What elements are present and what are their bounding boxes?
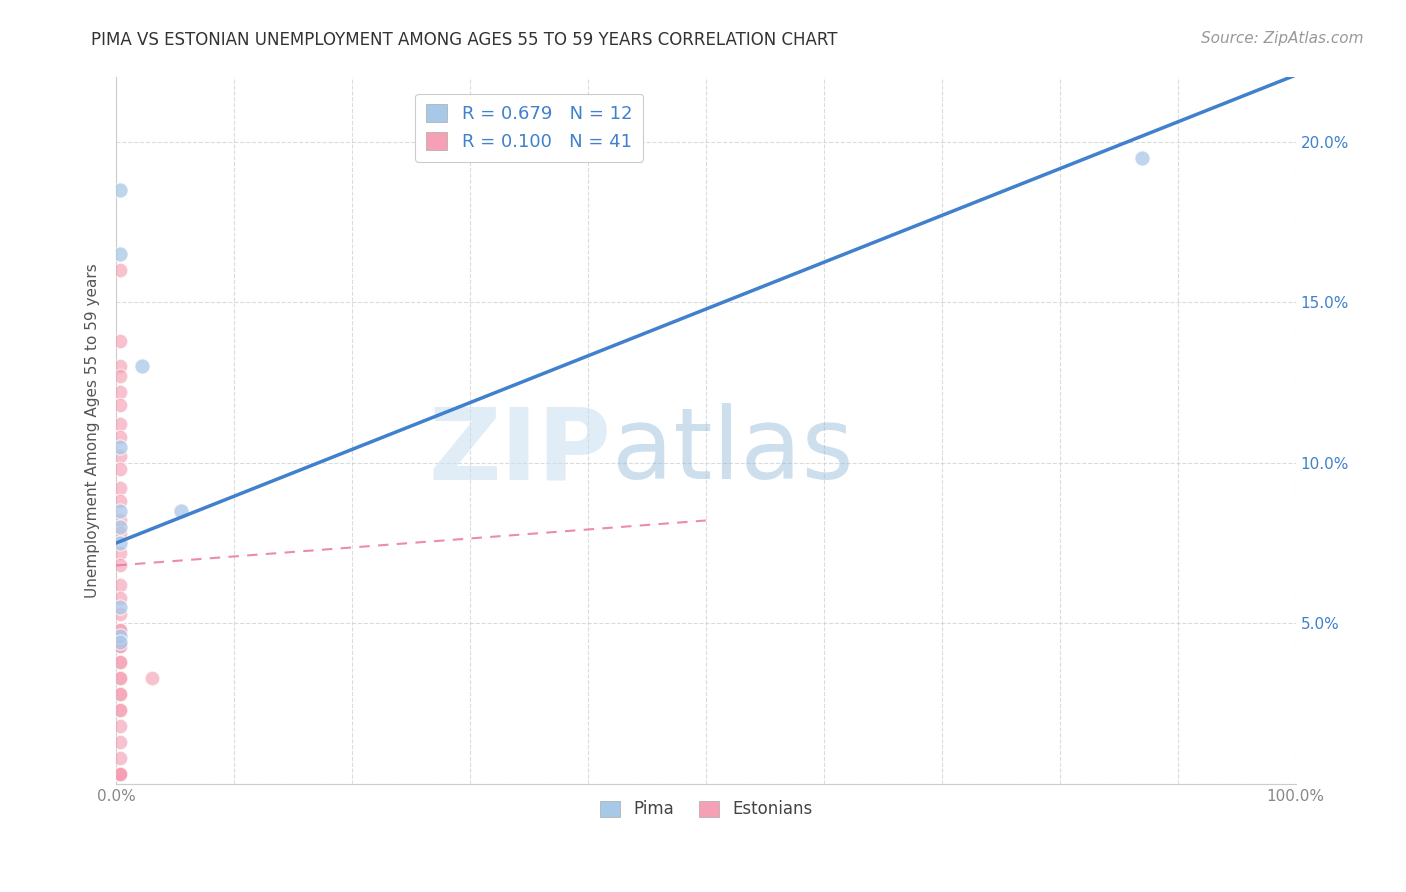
Point bbox=[108, 671, 131, 685]
Point bbox=[108, 719, 131, 733]
Point bbox=[131, 359, 153, 374]
Point bbox=[108, 623, 131, 637]
Point bbox=[108, 623, 131, 637]
Y-axis label: Unemployment Among Ages 55 to 59 years: Unemployment Among Ages 55 to 59 years bbox=[86, 263, 100, 598]
Point bbox=[108, 671, 131, 685]
Point bbox=[108, 430, 131, 444]
Point bbox=[108, 334, 131, 348]
Point bbox=[108, 263, 131, 277]
Point bbox=[108, 526, 131, 541]
Text: Source: ZipAtlas.com: Source: ZipAtlas.com bbox=[1201, 31, 1364, 46]
Point bbox=[108, 767, 131, 781]
Point bbox=[108, 687, 131, 701]
Point bbox=[108, 494, 131, 508]
Point bbox=[108, 767, 131, 781]
Point bbox=[108, 369, 131, 384]
Point bbox=[108, 735, 131, 749]
Point bbox=[108, 520, 131, 534]
Point bbox=[108, 767, 131, 781]
Point bbox=[108, 687, 131, 701]
Point bbox=[108, 577, 131, 591]
Point bbox=[141, 671, 163, 685]
Point bbox=[108, 558, 131, 573]
Point bbox=[108, 703, 131, 717]
Point bbox=[108, 417, 131, 432]
Point bbox=[108, 504, 131, 518]
Legend: Pima, Estonians: Pima, Estonians bbox=[593, 794, 818, 825]
Point bbox=[108, 703, 131, 717]
Point bbox=[108, 247, 131, 261]
Point bbox=[108, 639, 131, 653]
Point bbox=[108, 655, 131, 669]
Point bbox=[108, 183, 131, 197]
Point bbox=[108, 440, 131, 454]
Point bbox=[108, 629, 131, 643]
Point bbox=[108, 591, 131, 605]
Text: ZIP: ZIP bbox=[429, 403, 612, 500]
Point bbox=[108, 751, 131, 765]
Point bbox=[108, 536, 131, 550]
Point bbox=[108, 607, 131, 621]
Point bbox=[108, 359, 131, 374]
Point bbox=[108, 767, 131, 781]
Point bbox=[1130, 151, 1153, 165]
Point bbox=[108, 482, 131, 496]
Point bbox=[108, 462, 131, 476]
Point bbox=[108, 385, 131, 400]
Point bbox=[108, 767, 131, 781]
Point bbox=[108, 655, 131, 669]
Point bbox=[108, 513, 131, 527]
Point bbox=[108, 600, 131, 615]
Point bbox=[108, 635, 131, 649]
Point bbox=[108, 450, 131, 464]
Text: atlas: atlas bbox=[612, 403, 853, 500]
Point bbox=[108, 545, 131, 559]
Point bbox=[108, 767, 131, 781]
Point bbox=[108, 398, 131, 412]
Text: PIMA VS ESTONIAN UNEMPLOYMENT AMONG AGES 55 TO 59 YEARS CORRELATION CHART: PIMA VS ESTONIAN UNEMPLOYMENT AMONG AGES… bbox=[91, 31, 838, 49]
Point bbox=[108, 639, 131, 653]
Point bbox=[170, 504, 193, 518]
